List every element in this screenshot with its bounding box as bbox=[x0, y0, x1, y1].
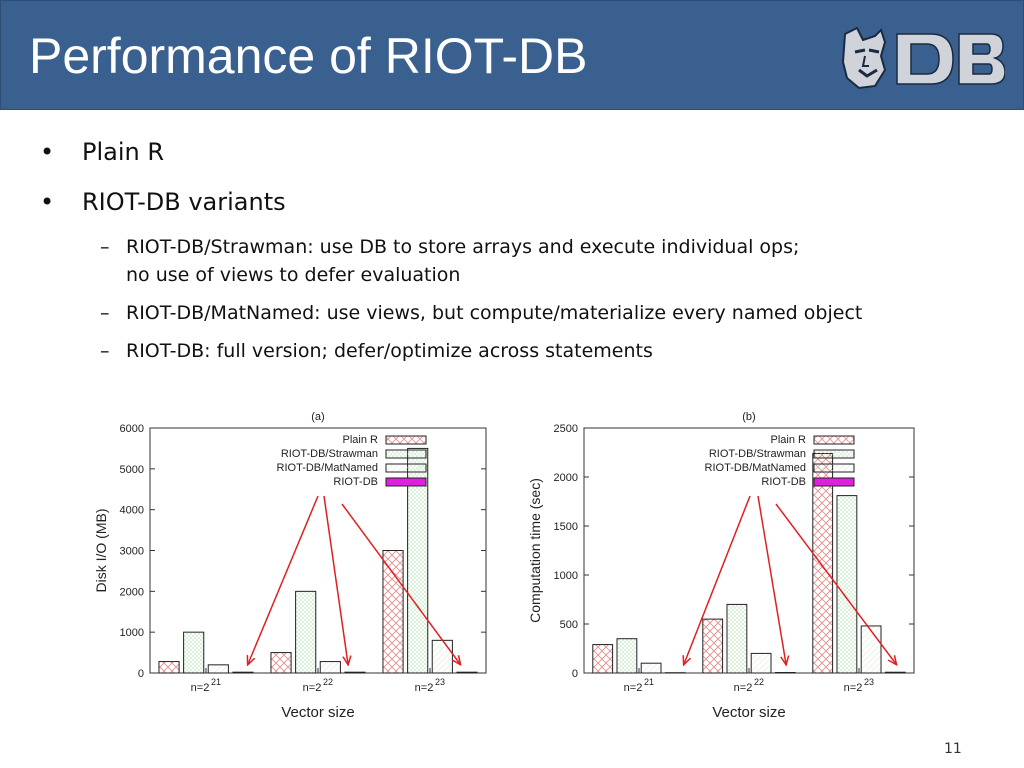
legend-label: RIOT-DB/MatNamed bbox=[277, 462, 378, 474]
bar-riot-db-strawman bbox=[183, 631, 205, 674]
bullet-item: • RIOT-DB variants bbox=[40, 188, 286, 216]
x-tick-label: n=2 bbox=[844, 682, 863, 694]
y-tick-label: 1000 bbox=[554, 570, 578, 582]
legend-swatch bbox=[813, 463, 855, 473]
sub-bullet-item: – RIOT-DB/MatNamed: use views, but comput… bbox=[100, 302, 863, 324]
y-tick-label: 5000 bbox=[120, 464, 144, 476]
y-tick-label: 1000 bbox=[120, 627, 144, 639]
bar-plain-r bbox=[592, 644, 614, 674]
y-tick-label: 3000 bbox=[120, 546, 144, 558]
chart-title: (b) bbox=[742, 411, 755, 423]
sub-bullet-continuation: no use of views to defer evaluation bbox=[126, 264, 461, 286]
bar-riot-db-matnamed bbox=[431, 639, 453, 674]
y-tick-label: 500 bbox=[560, 619, 578, 631]
bar-riot-db-matnamed bbox=[640, 662, 662, 674]
x-tick-label: n=2 bbox=[415, 682, 434, 694]
legend-swatch bbox=[813, 477, 855, 487]
y-axis-label: Computation time (sec) bbox=[527, 478, 543, 623]
legend-label: RIOT-DB/Strawman bbox=[709, 448, 806, 460]
legend-label: Plain R bbox=[771, 434, 807, 446]
bar-riot-db-strawman bbox=[836, 495, 858, 674]
legend-swatch bbox=[385, 435, 427, 445]
x-axis-label: Vector size bbox=[281, 704, 354, 721]
duke-logo bbox=[835, 26, 1005, 92]
legend-swatch bbox=[813, 435, 855, 445]
bar-riot-db bbox=[232, 671, 254, 674]
bar-riot-db-matnamed bbox=[750, 652, 772, 674]
bar-plain-r bbox=[702, 618, 724, 674]
bar-riot-db-strawman bbox=[726, 603, 748, 674]
legend-label: RIOT-DB/Strawman bbox=[281, 448, 378, 460]
y-tick-label: 6000 bbox=[120, 423, 144, 435]
x-tick-exponent: 23 bbox=[864, 677, 874, 687]
y-tick-label: 2000 bbox=[120, 586, 144, 598]
bar-riot-db bbox=[884, 671, 906, 674]
bar-plain-r bbox=[270, 652, 292, 674]
sub-bullet-item: – RIOT-DB: full version; defer/optimize a… bbox=[100, 340, 653, 362]
page-number: 11 bbox=[944, 741, 962, 757]
legend-label: RIOT-DB bbox=[333, 476, 378, 488]
legend-swatch bbox=[385, 463, 427, 473]
legend-swatch bbox=[385, 449, 427, 459]
x-tick-exponent: 22 bbox=[323, 677, 333, 687]
legend-label: RIOT-DB bbox=[761, 476, 806, 488]
x-tick-exponent: 21 bbox=[211, 677, 221, 687]
legend-label: Plain R bbox=[343, 434, 379, 446]
sub-bullet-text: RIOT-DB/MatNamed: use views, but compute… bbox=[126, 302, 863, 324]
chart-title: (a) bbox=[311, 411, 324, 423]
y-tick-label: 1500 bbox=[554, 521, 578, 533]
chart-disk-io: 0 1000 2000 3000 4000 5000 6000 n=2 21 n=2 22 n=2 23… bbox=[72, 395, 496, 725]
bullet-text: RIOT-DB variants bbox=[82, 188, 286, 216]
bar-riot-db-matnamed bbox=[860, 625, 882, 674]
legend-swatch bbox=[813, 449, 855, 459]
y-tick-label: 4000 bbox=[120, 505, 144, 517]
bullet-item: • Plain R bbox=[40, 138, 165, 166]
x-tick-exponent: 21 bbox=[644, 677, 654, 687]
x-tick-label: n=2 bbox=[191, 682, 210, 694]
bar-plain-r bbox=[382, 550, 404, 674]
y-axis-label: Disk I/O (MB) bbox=[93, 509, 109, 593]
legend-swatch bbox=[385, 477, 427, 487]
x-tick-exponent: 23 bbox=[435, 677, 445, 687]
x-axis-label: Vector size bbox=[712, 704, 785, 721]
sub-bullet-item: – RIOT-DB/Strawman: use DB to store array… bbox=[100, 236, 800, 286]
sub-bullet-text: RIOT-DB: full version; defer/optimize ac… bbox=[126, 340, 653, 362]
x-tick-label: n=2 bbox=[303, 682, 322, 694]
bar-riot-db-strawman bbox=[616, 638, 638, 674]
y-tick-label: 2500 bbox=[554, 423, 578, 435]
bar-riot-db-strawman bbox=[295, 590, 317, 674]
title-bar: Performance of RIOT-DB bbox=[0, 0, 1024, 110]
x-tick-label: n=2 bbox=[734, 682, 753, 694]
bar-riot-db-matnamed bbox=[207, 664, 229, 674]
sub-bullet-text: RIOT-DB/Strawman: use DB to store arrays… bbox=[126, 236, 800, 258]
bullet-text: Plain R bbox=[82, 138, 165, 166]
bar-riot-db-matnamed bbox=[319, 661, 341, 674]
y-tick-label: 0 bbox=[572, 668, 578, 680]
x-tick-exponent: 22 bbox=[754, 677, 764, 687]
bar-riot-db bbox=[456, 671, 478, 674]
bar-riot-db bbox=[344, 671, 366, 674]
bar-plain-r bbox=[158, 661, 180, 674]
legend-label: RIOT-DB/MatNamed bbox=[705, 462, 806, 474]
y-tick-label: 0 bbox=[138, 668, 144, 680]
chart-computation-time: 0 500 1000 1500 2000 2500 n=2 21 n=2 22 n=2 23 (b) Ve… bbox=[506, 395, 924, 725]
slide-title: Performance of RIOT-DB bbox=[29, 28, 588, 84]
y-tick-label: 2000 bbox=[554, 472, 578, 484]
x-tick-label: n=2 bbox=[624, 682, 643, 694]
